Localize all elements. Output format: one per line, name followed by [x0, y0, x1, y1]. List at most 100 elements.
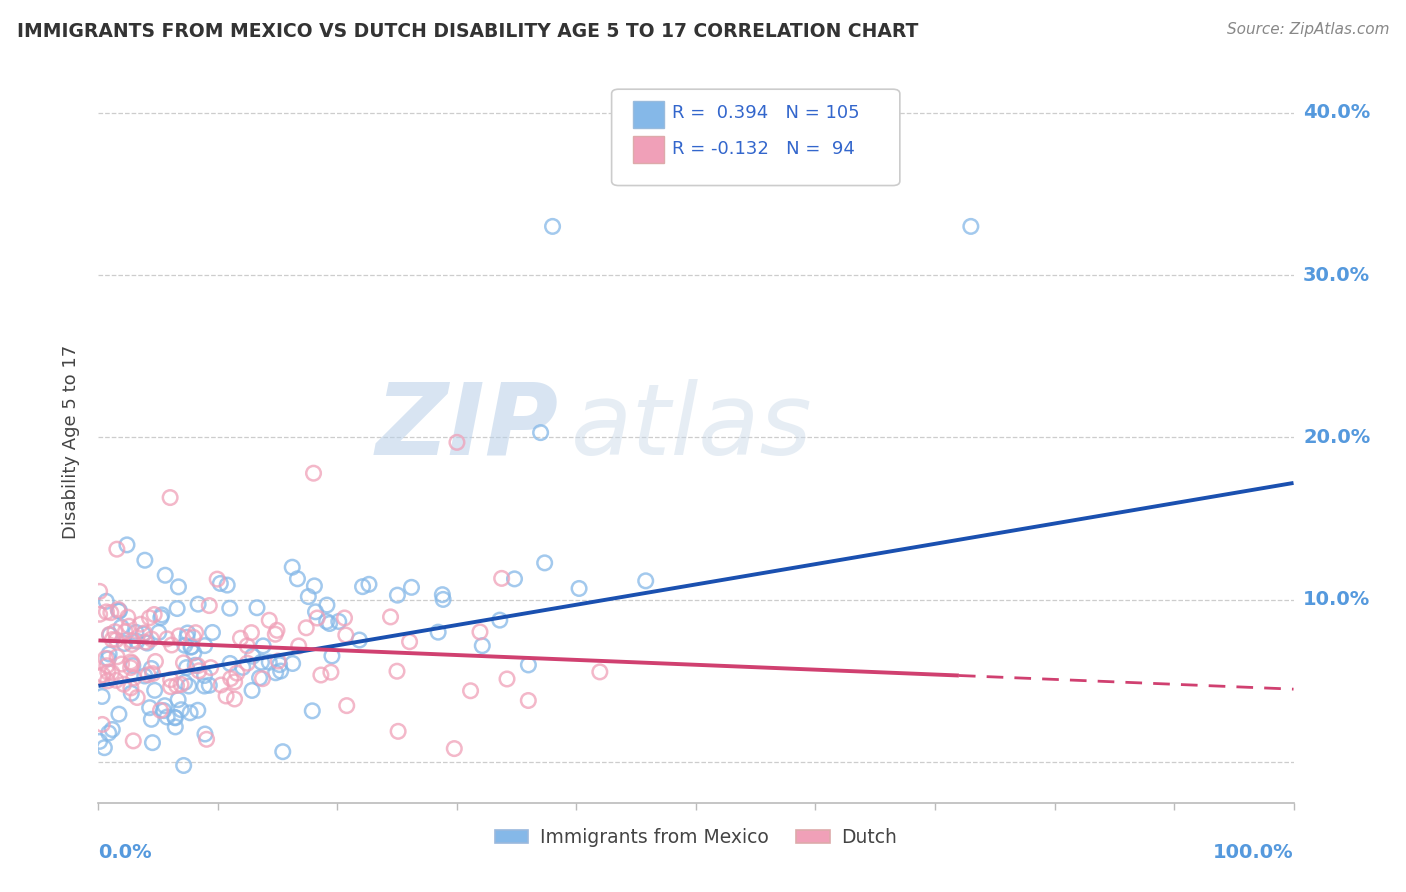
Point	[160, 638, 183, 652]
Point	[187, 703, 209, 717]
Point	[215, 689, 238, 703]
Point	[252, 639, 274, 653]
Point	[960, 219, 983, 234]
Point	[205, 572, 228, 586]
Point	[129, 617, 152, 632]
Point	[121, 657, 143, 671]
Point	[101, 632, 124, 647]
Point	[121, 658, 143, 673]
Point	[138, 611, 160, 625]
Point	[568, 582, 591, 596]
Point	[193, 679, 215, 693]
Point	[183, 630, 205, 644]
Point	[319, 665, 342, 680]
Point	[219, 657, 242, 671]
Point	[270, 664, 292, 678]
Point	[107, 604, 129, 618]
Point	[217, 578, 239, 592]
Point	[152, 704, 174, 718]
Point	[496, 672, 519, 686]
Point	[134, 669, 156, 683]
Point	[194, 639, 217, 653]
Point	[165, 711, 187, 725]
Point	[198, 678, 221, 692]
Point	[114, 624, 136, 639]
Point	[110, 620, 132, 634]
Point	[150, 607, 173, 622]
Point	[173, 656, 195, 670]
Point	[224, 692, 246, 706]
Text: R = -0.132   N =  94: R = -0.132 N = 94	[672, 140, 855, 158]
Point	[198, 599, 221, 613]
Point	[125, 634, 148, 648]
Point	[94, 651, 117, 665]
Point	[533, 556, 555, 570]
Point	[180, 640, 202, 654]
Point	[240, 625, 263, 640]
Point	[159, 673, 181, 687]
Point	[385, 664, 408, 678]
Point	[107, 602, 129, 616]
Point	[136, 636, 159, 650]
Point	[145, 655, 167, 669]
Point	[301, 704, 323, 718]
Point	[159, 680, 181, 694]
Point	[91, 667, 114, 681]
Point	[170, 677, 193, 691]
Point	[264, 627, 287, 641]
Point	[142, 666, 165, 681]
Point	[517, 693, 540, 707]
Point	[166, 678, 188, 692]
Point	[302, 466, 325, 480]
Point	[104, 624, 127, 639]
Point	[176, 660, 198, 674]
Point	[101, 723, 124, 737]
Point	[333, 611, 356, 625]
Text: 10.0%: 10.0%	[1303, 591, 1371, 609]
Point	[224, 674, 246, 689]
Point	[184, 658, 207, 673]
Text: Source: ZipAtlas.com: Source: ZipAtlas.com	[1226, 22, 1389, 37]
Point	[267, 654, 290, 668]
Point	[209, 678, 232, 692]
Point	[201, 625, 224, 640]
Point	[104, 673, 127, 688]
Point	[149, 610, 172, 624]
Text: atlas: atlas	[571, 378, 813, 475]
Point	[108, 604, 131, 618]
Point	[246, 600, 269, 615]
Point	[432, 588, 454, 602]
Point	[634, 574, 657, 588]
Point	[153, 698, 176, 713]
Legend: Immigrants from Mexico, Dutch: Immigrants from Mexico, Dutch	[486, 821, 905, 855]
Point	[89, 607, 111, 622]
Point	[170, 703, 193, 717]
Point	[380, 610, 402, 624]
Text: 30.0%: 30.0%	[1303, 266, 1371, 285]
Point	[200, 660, 222, 674]
Point	[134, 553, 156, 567]
Point	[491, 571, 513, 585]
Point	[240, 683, 263, 698]
Point	[167, 629, 190, 643]
Point	[143, 607, 166, 622]
Point	[307, 611, 329, 625]
Point	[93, 740, 115, 755]
Point	[225, 666, 247, 681]
Point	[252, 672, 274, 686]
Point	[349, 633, 371, 648]
Point	[398, 634, 420, 648]
Text: ZIP: ZIP	[375, 378, 558, 475]
Point	[321, 648, 343, 663]
Point	[264, 665, 287, 680]
Point	[218, 601, 240, 615]
Point	[187, 658, 209, 673]
Point	[176, 626, 198, 640]
Point	[91, 717, 114, 731]
Point	[118, 619, 141, 633]
Point	[98, 627, 121, 641]
Point	[357, 577, 380, 591]
Point	[110, 657, 132, 671]
Point	[432, 592, 454, 607]
Point	[589, 665, 612, 679]
